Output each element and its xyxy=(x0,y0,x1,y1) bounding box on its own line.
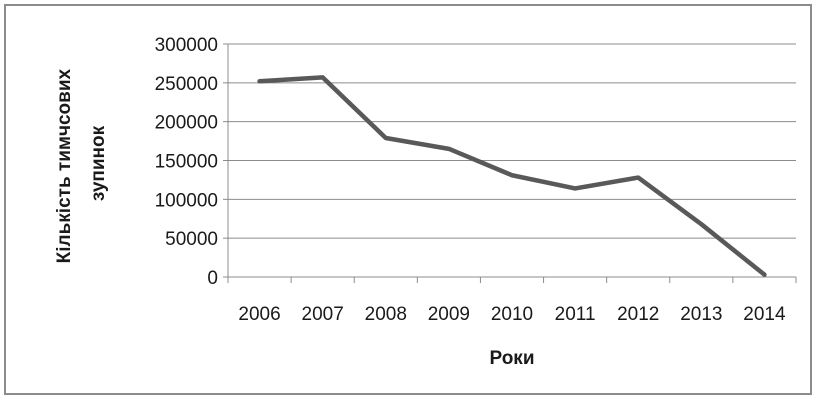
y-tick-label: 100000 xyxy=(155,190,218,211)
axes xyxy=(223,43,797,283)
x-tick-label: 2009 xyxy=(428,304,470,325)
y-tick-label: 0 xyxy=(207,268,218,289)
x-tick-label: 2012 xyxy=(617,304,659,325)
x-tick-label: 2010 xyxy=(491,304,533,325)
x-tick-label: 2013 xyxy=(680,304,722,325)
y-axis-title-line-1: Кількість тимчсових xyxy=(54,69,75,264)
x-tick-label: 2007 xyxy=(302,304,344,325)
x-axis-title: Роки xyxy=(490,348,535,369)
x-tick-labels: 2006 2007 2008 2009 2010 2011 2012 2013 2014 xyxy=(238,304,786,325)
y-axis-title: Кількість тимчсових зупинок xyxy=(54,64,109,264)
y-tick-label: 50000 xyxy=(165,229,218,250)
x-tick-label: 2014 xyxy=(743,304,786,325)
y-tick-label: 200000 xyxy=(155,113,218,134)
y-axis-title-line-2: зупинок xyxy=(88,125,109,201)
series-line xyxy=(257,75,767,277)
x-tick-label: 2008 xyxy=(365,304,407,325)
y-tick-label: 250000 xyxy=(155,74,218,95)
y-tick-label: 150000 xyxy=(155,152,218,173)
x-tick-label: 2006 xyxy=(238,304,280,325)
x-tick-label: 2011 xyxy=(555,304,596,325)
gridlines xyxy=(228,43,796,239)
series-layer xyxy=(257,75,767,277)
y-tick-label: 300000 xyxy=(155,35,218,56)
y-tick-labels: 0 50000 100000 150000 200000 250000 300000 xyxy=(155,35,218,289)
